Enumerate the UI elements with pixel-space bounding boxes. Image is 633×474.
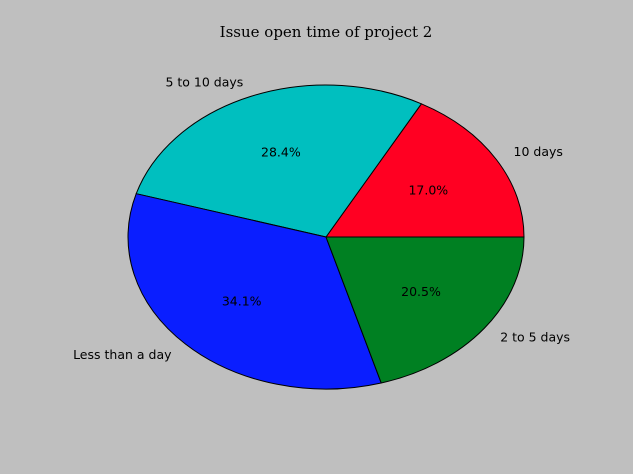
category-label: 5 to 10 days xyxy=(165,74,243,89)
category-label: 2 to 5 days xyxy=(500,329,570,344)
pie-slice-5-to-10-days xyxy=(135,84,422,238)
chart-title: Issue open time of project 2 xyxy=(220,23,433,41)
percentage-labels: 17.0% 28.4% 34.1% 20.5% xyxy=(222,145,448,309)
category-label: Less than a day xyxy=(73,347,172,362)
pct-label: 34.1% xyxy=(222,293,262,308)
pct-label: 17.0% xyxy=(408,183,448,198)
pct-label: 20.5% xyxy=(401,284,441,299)
pie-slices xyxy=(127,84,525,390)
pie-slice-2-to-5-days xyxy=(325,236,525,384)
category-label: 10 days xyxy=(514,144,563,159)
pie-slice-less-than-a-day xyxy=(127,193,382,390)
pie-slice-10-days xyxy=(325,103,525,238)
category-labels: 10 days 5 to 10 days Less than a day 2 to 5… xyxy=(73,74,570,362)
pct-label: 28.4% xyxy=(261,145,301,160)
